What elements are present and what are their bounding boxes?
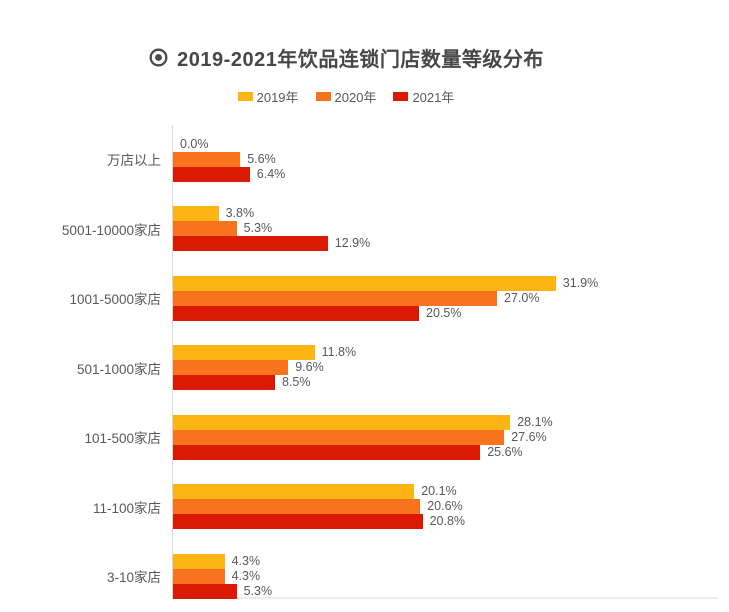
bar-2019年-101-500家店[interactable] (173, 414, 511, 430)
bar-line: 20.6% (173, 499, 718, 514)
category-label: 501-1000家店 (76, 361, 161, 377)
chart-title: 2019-2021年饮品连锁门店数量等级分布 (177, 49, 544, 71)
bar-value-label: 4.3% (231, 568, 261, 583)
bar-value-label: 6.4% (256, 166, 286, 181)
bar-line: 6.4% (173, 166, 718, 182)
bar-value-label: 20.6% (427, 499, 463, 513)
legend-label: 2021年 (412, 90, 455, 105)
bar-2020年-11-100家店[interactable] (173, 499, 421, 514)
legend-swatch (237, 92, 253, 101)
legend-swatch (315, 92, 331, 101)
bar-line: 20.1% (173, 484, 718, 499)
bar-value-label: 20.8% (429, 514, 466, 528)
bar-value-label: 12.9% (334, 236, 371, 250)
bar-line: 9.6% (173, 360, 718, 375)
bar-2021年-11-100家店[interactable] (173, 514, 423, 529)
bar-value-label: 27.6% (511, 429, 547, 444)
bar-2019年-1001-5000家店[interactable] (173, 275, 556, 291)
bar-2020年-万店以上[interactable] (173, 151, 241, 167)
bar-group: 3-10家店 4.3% 4.3% 5.3% (107, 553, 718, 599)
bar-group: 101-500家店 28.1% 27.6% 25.6% (84, 414, 718, 460)
bullseye-icon (149, 48, 168, 67)
bar-value-label: 4.3% (231, 553, 261, 568)
bar-2019年-5001-10000家店[interactable] (173, 206, 219, 221)
bar-line: 5.3% (173, 221, 718, 236)
bar-value-label: 31.9% (562, 275, 599, 290)
bar-line: 0.0% (173, 137, 718, 152)
bar-2021年-101-500家店[interactable] (173, 444, 481, 460)
bar-line: 20.8% (173, 514, 718, 529)
legend-swatch (393, 92, 409, 101)
bar-line: 5.3% (173, 583, 718, 599)
bar-line: 12.9% (173, 236, 718, 251)
bar-2020年-101-500家店[interactable] (173, 429, 505, 445)
bar-value-label: 5.3% (243, 583, 273, 598)
bar-2020年-1001-5000家店[interactable] (173, 290, 497, 306)
bar-line: 5.6% (173, 151, 718, 167)
bar-line: 27.0% (173, 290, 718, 306)
chart-header: 2019-2021年饮品连锁门店数量等级分布 (0, 43, 692, 72)
legend: 2019年 2020年 2021年 (0, 87, 692, 106)
bar-value-label: 8.5% (282, 375, 311, 389)
bar-group: 1001-5000家店 31.9% 27.0% 20.5% (69, 275, 718, 321)
legend-item-2021年[interactable]: 2021年 (393, 87, 454, 106)
bar-value-label: 3.8% (225, 206, 255, 220)
bar-2019年-11-100家店[interactable] (173, 484, 415, 499)
category-label: 11-100家店 (92, 500, 161, 516)
bar-value-label: 28.1% (517, 414, 553, 429)
category-label: 万店以上 (107, 153, 161, 168)
bar-2019年-3-10家店[interactable] (173, 553, 225, 569)
bar-value-label: 5.6% (247, 151, 276, 166)
bar-line: 20.5% (173, 305, 718, 321)
bar-2021年-万店以上[interactable] (173, 166, 250, 182)
bar-2021年-3-10家店[interactable] (173, 583, 237, 599)
legend-label: 2020年 (334, 90, 377, 105)
bar-line: 11.8% (173, 345, 718, 360)
bar-line: 28.1% (173, 414, 718, 430)
bar-line: 8.5% (173, 375, 718, 390)
legend-item-2020年[interactable]: 2020年 (315, 87, 377, 106)
bar-value-label: 20.5% (426, 305, 462, 320)
bar-line: 4.3% (173, 568, 718, 584)
bar-value-label: 27.0% (504, 290, 540, 305)
legend-item-2019年[interactable]: 2019年 (237, 87, 299, 106)
bar-2021年-1001-5000家店[interactable] (173, 305, 419, 321)
bar-2020年-5001-10000家店[interactable] (173, 221, 237, 236)
plot-area: 万店以上 0.0% 5.6% 6.4% 5001-10000家店 3.8% 5.3% 12.9… (62, 125, 718, 599)
bar-line: 31.9% (173, 275, 718, 291)
category-label: 1001-5000家店 (69, 292, 161, 307)
category-label: 3-10家店 (106, 570, 161, 585)
bar-2021年-501-1000家店[interactable] (173, 375, 275, 390)
bar-line: 25.6% (173, 444, 718, 460)
bar-value-label: 25.6% (487, 444, 523, 459)
category-label: 5001-10000家店 (61, 222, 161, 238)
bar-line: 3.8% (173, 206, 718, 221)
bar-line: 27.6% (173, 429, 718, 445)
bar-value-label: 11.8% (321, 345, 357, 359)
legend-label: 2019年 (256, 90, 299, 105)
bar-group: 万店以上 0.0% 5.6% 6.4% (107, 137, 718, 182)
bar-value-label: 0.0% (180, 136, 209, 151)
bar-value-label: 20.1% (421, 484, 457, 498)
bar-2021年-5001-10000家店[interactable] (173, 236, 328, 251)
bar-line: 4.3% (173, 553, 718, 569)
bar-group: 501-1000家店 11.8% 9.6% 8.5% (77, 345, 718, 390)
bar-2020年-501-1000家店[interactable] (173, 360, 289, 375)
category-label: 101-500家店 (84, 431, 161, 446)
bar-group: 11-100家店 20.1% 20.6% 20.8% (93, 484, 718, 529)
bar-2020年-3-10家店[interactable] (173, 568, 225, 584)
bar-value-label: 9.6% (295, 360, 324, 374)
bar-value-label: 5.3% (243, 221, 273, 235)
bar-group: 5001-10000家店 3.8% 5.3% 12.9% (62, 206, 718, 251)
bar-2019年-501-1000家店[interactable] (173, 345, 315, 360)
